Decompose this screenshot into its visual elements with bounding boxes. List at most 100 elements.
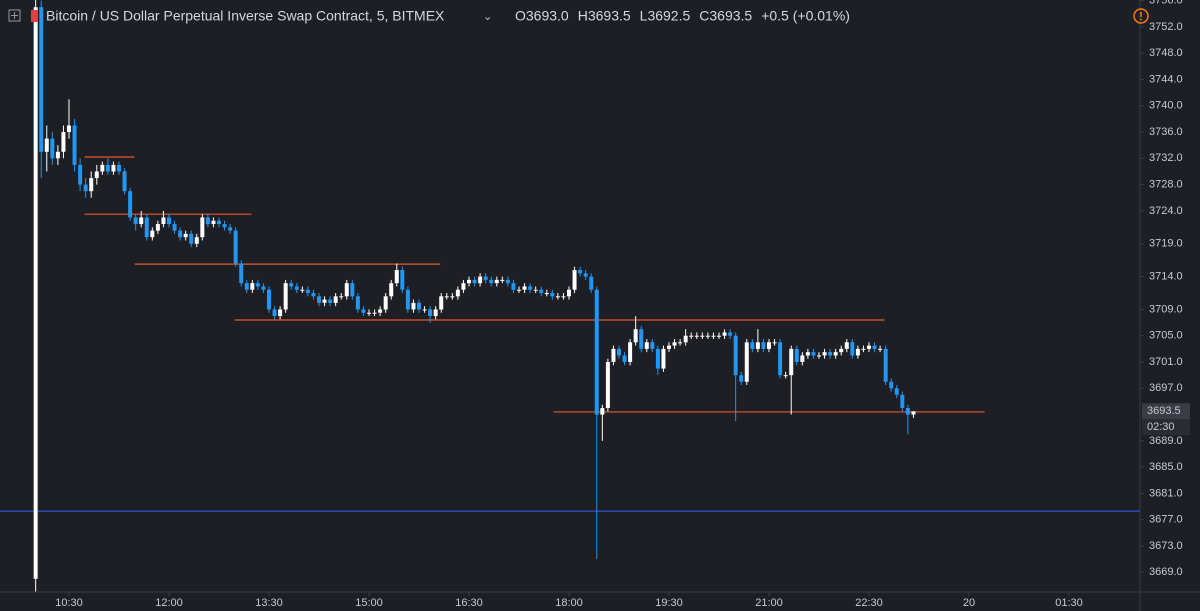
x-tick-label: 10:30 (55, 597, 83, 609)
y-tick-label: 3740.0 (1149, 100, 1183, 112)
candle-body (817, 355, 821, 357)
price-label-box (1142, 403, 1190, 420)
candle-body (511, 283, 516, 290)
candle-body (689, 335, 694, 337)
warning-icon[interactable] (1133, 8, 1149, 24)
candle-body (733, 335, 738, 376)
symbol-menu-caret[interactable]: ⌄ (483, 11, 492, 23)
candle-body (667, 345, 671, 349)
x-tick-label: 19:30 (655, 597, 683, 609)
toolbar-icons (8, 8, 1149, 24)
candle-body (722, 332, 727, 336)
candle-body (633, 329, 638, 343)
candle-body (639, 329, 644, 349)
candle-body (361, 309, 366, 313)
candle-body (444, 296, 449, 298)
candle-body (322, 299, 327, 303)
warning-icon-dot (1140, 18, 1142, 21)
candle-body (739, 375, 744, 382)
candle-body (311, 293, 316, 297)
candle-body (489, 279, 494, 284)
candle-body (305, 289, 310, 294)
candle-body (678, 342, 683, 344)
candle-body (694, 335, 699, 337)
candle-body (772, 342, 777, 344)
candle-body (317, 296, 321, 303)
candle-body (433, 309, 438, 317)
candle-body (561, 296, 566, 298)
candle-body (567, 289, 571, 297)
candle-body (50, 138, 55, 159)
candle-body (522, 286, 527, 290)
status-marker (31, 10, 38, 22)
ohlc-legend: O3693.0 H3693.5 L3692.5 C3693.5 +0.5 (+0.01%… (515, 8, 850, 24)
candle-body (250, 283, 255, 290)
candle-body (778, 342, 783, 376)
candle-body (744, 342, 749, 382)
candle-body (705, 335, 710, 337)
expand-icon[interactable] (8, 9, 21, 22)
y-tick-label: 3736.0 (1149, 126, 1183, 138)
candle-body (467, 279, 471, 284)
candle-body (39, 7, 44, 152)
candle-body (111, 164, 116, 172)
candle-body (594, 289, 599, 415)
candle-body (128, 191, 133, 218)
candle-body (161, 217, 166, 225)
x-tick-label: 15:00 (355, 597, 383, 609)
candle-body (411, 302, 416, 310)
y-tick-label: 3709.0 (1149, 303, 1183, 315)
candle-body (789, 348, 794, 376)
candle-body (267, 289, 271, 310)
candle-body (550, 293, 555, 297)
candle-body (578, 270, 583, 274)
y-tick-label: 3685.0 (1149, 461, 1183, 473)
candle-body (422, 309, 427, 311)
candle-body (605, 362, 610, 409)
legend-item: C3693.5 (699, 8, 752, 24)
candle-body (805, 352, 810, 356)
candle-body (850, 342, 855, 356)
candle-body (761, 342, 766, 349)
candle-body (494, 279, 499, 284)
candle-body (905, 408, 910, 415)
y-tick-label: 3669.0 (1149, 566, 1183, 578)
candle-body (400, 270, 405, 290)
candle-body (555, 296, 560, 298)
x-tick-label: 13:30 (255, 597, 283, 609)
candle-body (855, 348, 860, 356)
candle-body (755, 342, 760, 349)
candle-body (417, 302, 421, 310)
x-tick-label: 01:30 (1055, 597, 1083, 609)
y-tick-label: 3744.0 (1149, 73, 1183, 85)
candle-body (244, 283, 249, 290)
candle-body (700, 335, 705, 337)
candle-body (33, 7, 38, 579)
candle-body (911, 411, 916, 415)
candle-body (255, 283, 260, 287)
candle-body (439, 296, 444, 310)
candle-body (478, 276, 483, 284)
candle-body (100, 164, 105, 172)
candle-body (644, 342, 649, 349)
candle-body (889, 381, 894, 389)
legend-item: O3693.0 (515, 8, 569, 24)
candle-body (217, 220, 221, 225)
countdown-box (1142, 419, 1190, 436)
candle-body (539, 289, 544, 294)
candle-body (200, 217, 205, 238)
candle-body (183, 233, 188, 238)
candle-body (89, 178, 94, 192)
candle-body (189, 233, 194, 244)
y-tick-label: 3748.0 (1149, 47, 1183, 59)
candle-body (194, 237, 199, 244)
candle-body (55, 151, 60, 159)
candle-body (278, 309, 283, 317)
candle-body (155, 224, 160, 231)
candle-body (205, 217, 210, 225)
candle-body (461, 283, 466, 290)
x-tick-label: 12:00 (155, 597, 183, 609)
candle-body (861, 348, 866, 350)
